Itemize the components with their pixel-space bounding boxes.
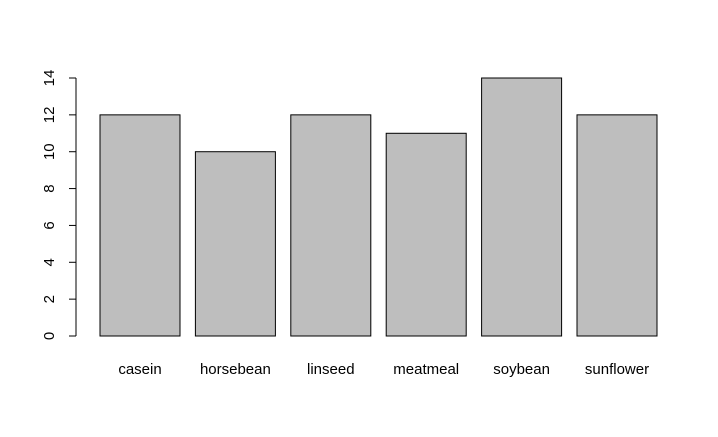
bar-meatmeal [385,132,467,337]
x-category-label: linseed [307,361,355,378]
x-category-label: horsebean [200,361,271,378]
y-tick-label: 14 [41,70,58,87]
bar-casein [99,114,181,337]
x-category-label: sunflower [585,361,649,378]
y-tick-label: 2 [41,295,58,303]
x-category-labels: casein horsebean linseed meatmeal soybean sun… [118,361,649,378]
x-category-label: meatmeal [393,361,459,378]
y-tick-label: 10 [41,143,58,160]
bar-soybean [481,77,563,337]
bars [99,77,658,337]
y-tick-label: 0 [41,332,58,340]
x-category-label: soybean [493,361,550,378]
bar-sunflower [576,114,658,337]
y-tick-label: 4 [41,258,58,266]
x-category-label: casein [118,361,161,378]
bar-linseed [290,114,372,337]
y-tick-label: 8 [41,184,58,192]
y-tick-label: 6 [41,221,58,229]
y-axis: 0 2 4 6 8 10 12 14 [41,70,77,340]
y-tick-label: 12 [41,107,58,124]
bar-horsebean [194,151,276,337]
